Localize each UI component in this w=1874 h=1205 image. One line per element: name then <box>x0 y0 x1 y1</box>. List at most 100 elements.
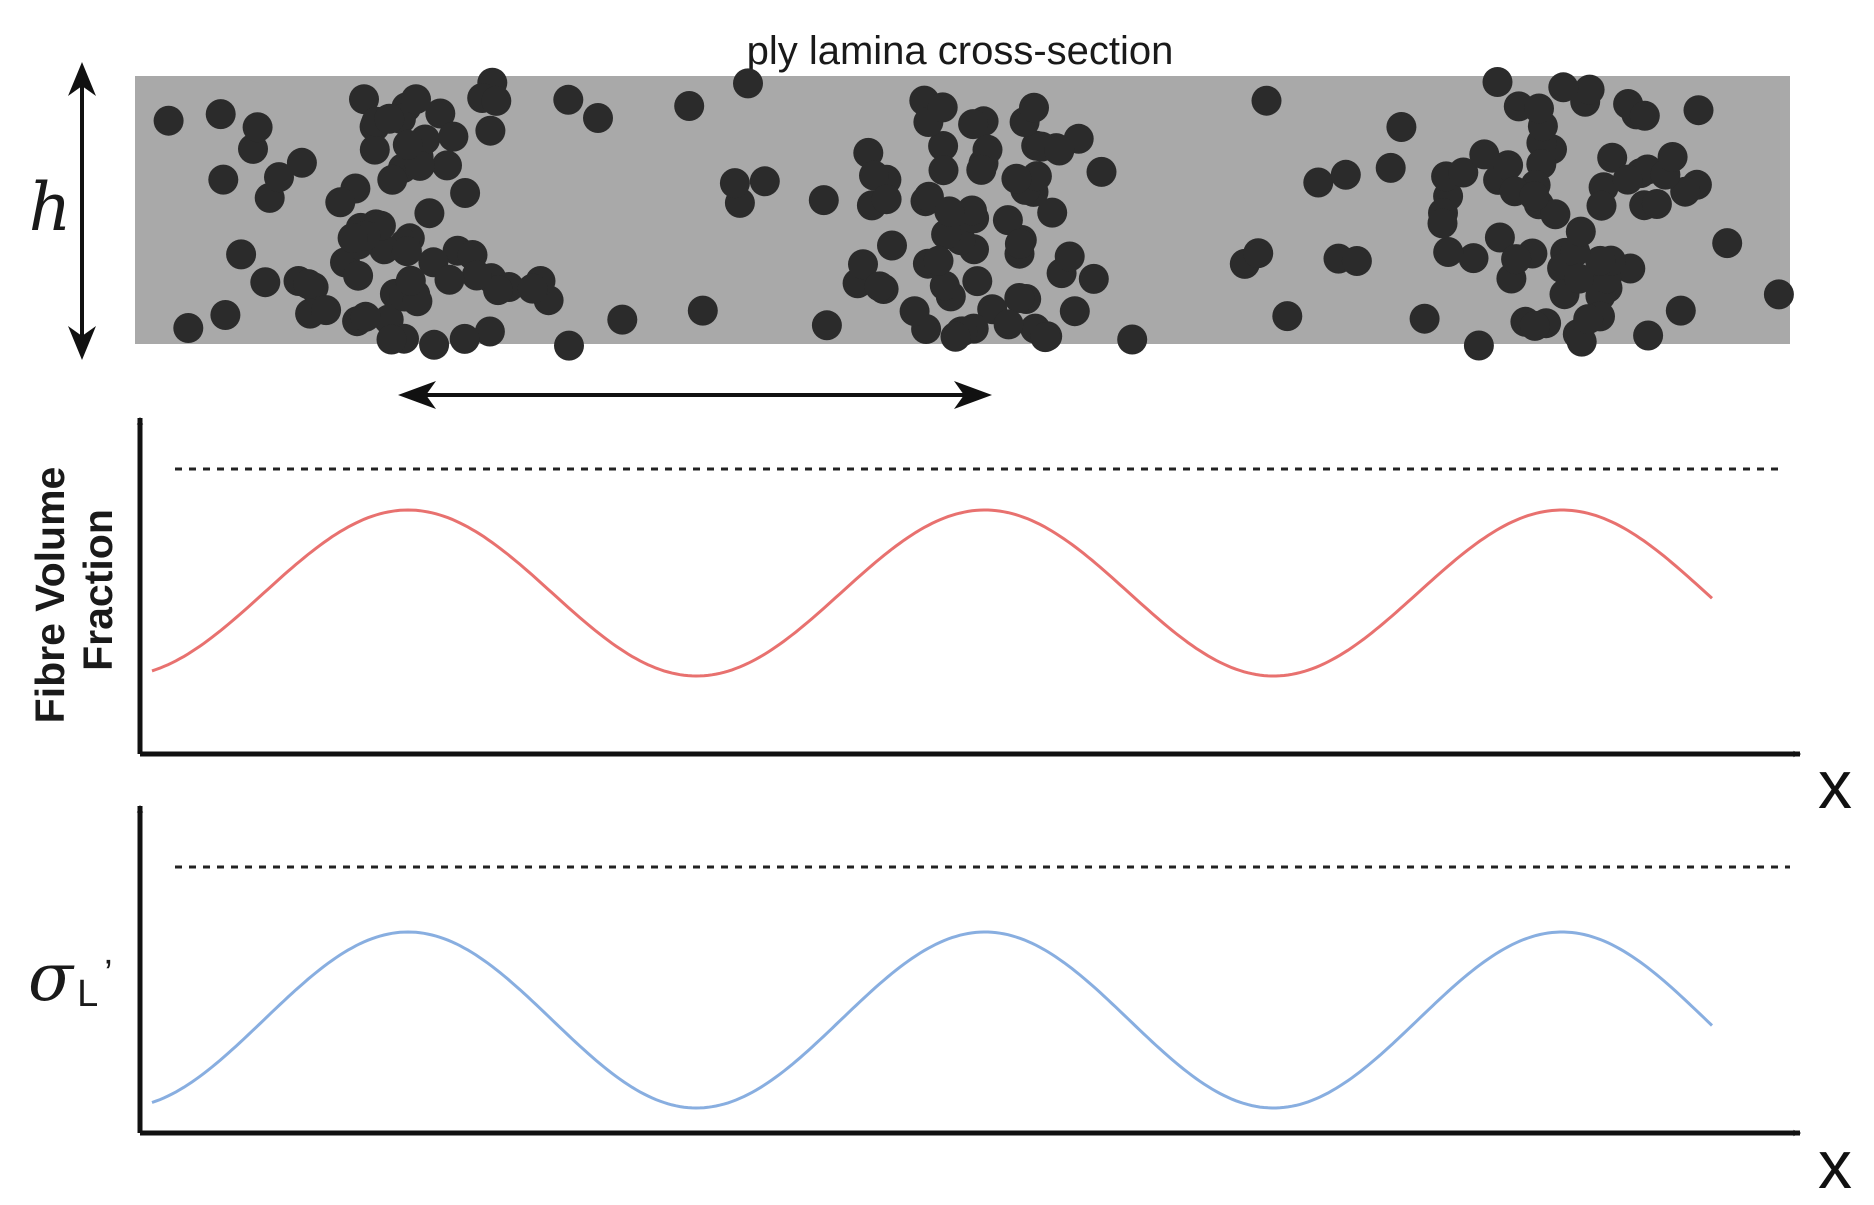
fibre-dot <box>311 295 342 326</box>
fibre-dot <box>1524 93 1554 124</box>
fibre-dot <box>293 269 324 300</box>
fibre-dot <box>374 103 405 134</box>
fibre-dot <box>483 275 513 306</box>
fibre-dot <box>1612 164 1643 195</box>
fibre-dot <box>286 147 317 178</box>
fibre-dot <box>343 260 374 291</box>
fibre-dot <box>401 84 431 115</box>
fibre-dot <box>962 266 993 297</box>
fibre-dot <box>1493 150 1524 181</box>
fibre-dot <box>554 330 584 361</box>
vf-xlabel: x <box>1818 747 1852 823</box>
fibre-dot <box>517 273 548 304</box>
sigma-subscript: L <box>77 973 97 1015</box>
fibre-dot <box>1548 72 1579 103</box>
fibre-dot <box>1086 156 1117 187</box>
fibre-dot <box>719 168 750 199</box>
fibre-dot <box>425 98 456 129</box>
fibre-dot <box>337 223 368 253</box>
fibre-dot <box>1566 326 1597 357</box>
fibre-dot <box>395 265 426 296</box>
fibre-dot <box>1763 279 1794 310</box>
fibre-dot <box>350 301 381 332</box>
fibre-dot <box>928 131 959 161</box>
fibre-dot <box>432 150 462 181</box>
fibre-dot <box>1001 163 1032 194</box>
fibre-dot <box>749 166 780 197</box>
fibre-dot <box>811 310 842 341</box>
fibre-dot <box>1059 296 1090 327</box>
fibre-dot <box>1586 190 1617 221</box>
fibre-dot <box>1272 301 1303 332</box>
fibre-dot <box>1641 189 1672 219</box>
fibre-dot <box>871 184 902 215</box>
fibre-dot <box>349 84 379 115</box>
fibre-dot <box>1030 322 1061 353</box>
fibre-dot <box>1375 152 1406 183</box>
fibre-dot <box>461 260 492 291</box>
fibre-dot <box>481 85 512 116</box>
fibre-dot <box>1251 85 1282 116</box>
fibre-dot <box>1574 74 1605 105</box>
sigma-prime: ’ <box>104 953 112 995</box>
vf-ylabel-line2: Fraction <box>75 509 121 671</box>
fibre-dot <box>210 300 241 330</box>
fibre-dot <box>957 195 987 226</box>
fibre-dot <box>1519 181 1550 212</box>
fibre-dot <box>733 68 763 99</box>
fibre-dot <box>1386 112 1417 142</box>
fibre-dot <box>449 323 480 354</box>
sigma-symbol: σ <box>28 939 75 1016</box>
fibre-dot <box>1341 246 1372 276</box>
fibre-dot <box>899 296 930 327</box>
fibre-dot <box>927 92 958 123</box>
fibre-dot <box>1433 237 1464 267</box>
fibre-dot <box>1427 208 1458 239</box>
fibre-dot <box>414 198 445 229</box>
vf-ylabel-line1: Fibre Volume <box>27 467 73 724</box>
fibre-dots <box>153 67 1794 361</box>
fibre-dot <box>1665 295 1696 326</box>
fibre-dot <box>877 230 907 261</box>
fibre-dot <box>250 267 281 298</box>
fibre-dot <box>1044 135 1075 166</box>
fibre-dot <box>1243 238 1274 269</box>
fibre-dot <box>992 205 1023 236</box>
fibre-dot <box>940 321 971 352</box>
fibre-dot <box>1573 304 1604 335</box>
fibre-dot <box>993 309 1024 340</box>
fibre-dot <box>1458 243 1489 274</box>
fibre-dot <box>475 115 506 146</box>
fibre-dot <box>923 245 954 276</box>
period-arrow-left-head <box>398 381 436 409</box>
fibre-dot <box>674 91 705 121</box>
fibre-dot <box>450 178 481 208</box>
fibre-dot <box>1540 199 1571 230</box>
fibre-dot <box>377 164 408 195</box>
fibre-dot <box>859 160 889 191</box>
fibre-dot <box>553 84 584 115</box>
fibre-dot <box>931 219 962 250</box>
fibre-dot <box>173 313 204 343</box>
period-arrow-right-head <box>954 381 992 409</box>
fibre-dot <box>1463 330 1494 361</box>
fibre-dot <box>1004 228 1035 259</box>
fibre-dot <box>1078 263 1109 294</box>
fibre-dot <box>853 137 884 168</box>
sigma-xlabel: x <box>1818 1127 1852 1203</box>
fibre-dot <box>1484 222 1515 253</box>
fibre-dot <box>1633 320 1664 351</box>
sigma-ylabel: σ L’ <box>28 939 113 1016</box>
fibre-dot <box>438 121 469 152</box>
fibre-dot <box>376 324 407 355</box>
fibre-dot <box>848 249 878 280</box>
fibre-dot <box>153 105 184 136</box>
fibre-dot <box>1330 159 1361 190</box>
fibre-dot <box>1469 139 1500 170</box>
fibre-dot <box>607 304 638 335</box>
fibre-dot <box>1565 216 1596 247</box>
fibre-dot <box>687 295 718 326</box>
fibre-dot <box>934 196 965 227</box>
fibre-dot <box>392 129 423 160</box>
